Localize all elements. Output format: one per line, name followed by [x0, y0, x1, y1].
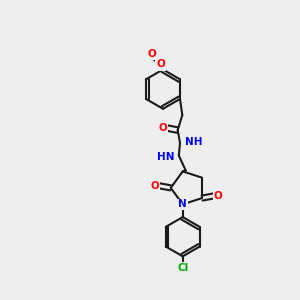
Text: O: O — [156, 60, 165, 70]
Text: O: O — [159, 123, 167, 133]
Text: O: O — [156, 59, 165, 69]
Text: O: O — [151, 181, 159, 190]
Text: N: N — [178, 200, 187, 209]
Text: O: O — [147, 50, 156, 59]
Text: O: O — [213, 191, 222, 201]
Text: NH: NH — [184, 137, 202, 147]
Text: Cl: Cl — [177, 263, 188, 273]
Text: HN: HN — [157, 152, 174, 162]
